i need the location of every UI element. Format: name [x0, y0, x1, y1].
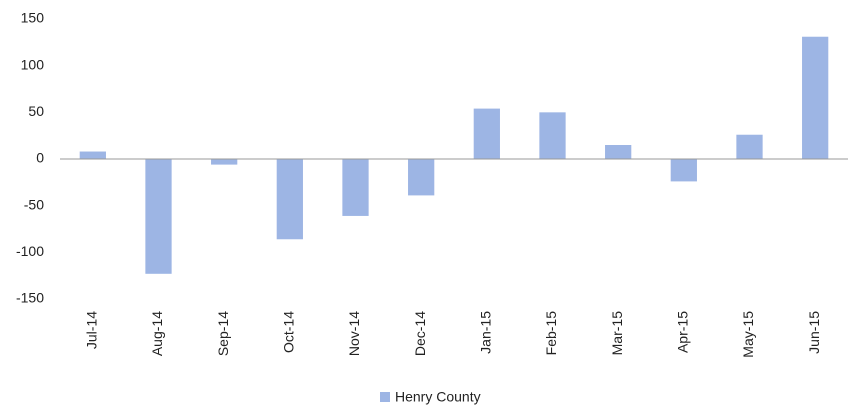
bar — [473, 108, 500, 159]
x-tick-label: Jan-15 — [478, 311, 494, 354]
x-tick-label: Sep-14 — [215, 311, 231, 356]
bar — [79, 151, 106, 159]
bar — [539, 112, 566, 159]
x-tick-label: May-15 — [740, 311, 756, 358]
x-tick-label: Apr-15 — [675, 311, 691, 353]
x-tick-label: Oct-14 — [281, 311, 297, 353]
bar — [145, 159, 172, 274]
bar — [605, 145, 632, 159]
bar — [408, 159, 435, 196]
y-tick-label: -150 — [16, 290, 44, 306]
x-tick-label: Jun-15 — [806, 311, 822, 354]
x-tick-label: Jul-14 — [84, 311, 100, 349]
legend-label: Henry County — [395, 389, 481, 405]
y-tick-label: -50 — [24, 196, 44, 212]
x-tick-label: Aug-14 — [149, 311, 165, 356]
bar — [211, 159, 238, 165]
bar — [802, 36, 829, 159]
x-tick-label: Mar-15 — [609, 311, 625, 356]
x-tick-label: Nov-14 — [346, 311, 362, 356]
bar — [670, 159, 697, 182]
y-tick-label: 150 — [21, 10, 45, 26]
x-tick-label: Feb-15 — [543, 311, 559, 356]
y-tick-label: 0 — [36, 150, 44, 166]
bar — [276, 159, 303, 240]
bar — [342, 159, 369, 216]
bar — [736, 134, 763, 159]
legend-swatch — [380, 392, 390, 402]
y-tick-label: 100 — [21, 56, 45, 72]
y-tick-label: -100 — [16, 243, 44, 259]
y-tick-label: 50 — [28, 103, 44, 119]
x-tick-label: Dec-14 — [412, 311, 428, 356]
